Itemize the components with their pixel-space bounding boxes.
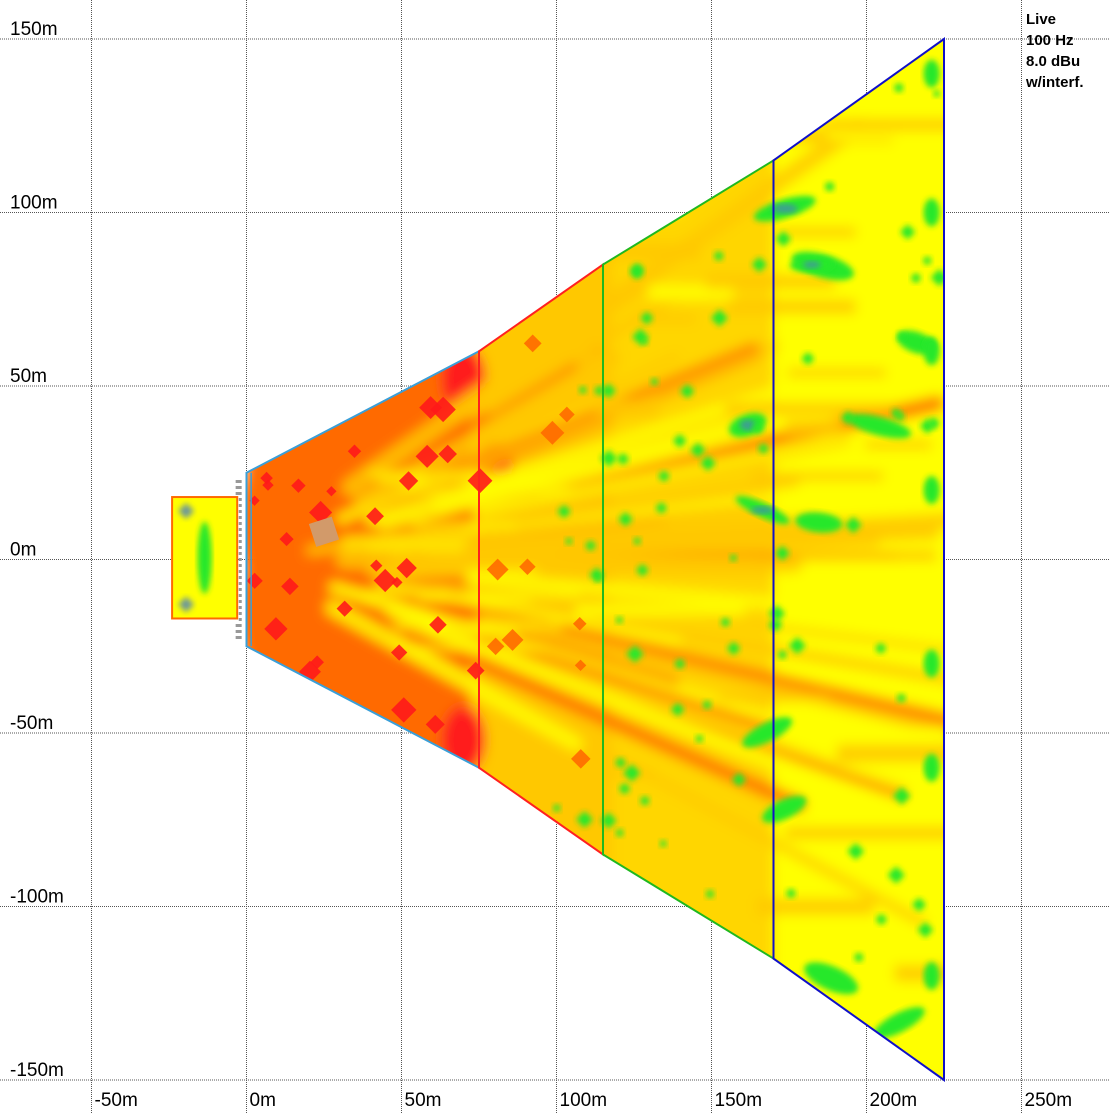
x-tick-label: 100m bbox=[560, 1090, 608, 1111]
stage-outline bbox=[171, 496, 239, 620]
y-tick-label: -50m bbox=[10, 713, 53, 734]
speaker-element bbox=[235, 624, 242, 627]
legend-line-2: 100 Hz bbox=[1026, 32, 1074, 49]
y-tick-label: 50m bbox=[10, 366, 47, 387]
measurement-point-icon bbox=[308, 516, 340, 547]
y-tick-label: 0m bbox=[10, 540, 36, 561]
speaker-element bbox=[238, 612, 242, 615]
speaker-element bbox=[238, 522, 242, 525]
legend-box: Live 100 Hz 8.0 dBu w/interf. bbox=[1025, 11, 1084, 91]
speaker-element bbox=[235, 486, 242, 489]
x-tick-label: 50m bbox=[405, 1090, 442, 1111]
speaker-element bbox=[235, 480, 242, 483]
x-tick-label: 250m bbox=[1025, 1090, 1073, 1111]
speaker-element bbox=[238, 510, 242, 513]
x-tick-label: -50m bbox=[95, 1090, 138, 1111]
x-tick-label: 150m bbox=[715, 1090, 763, 1111]
speaker-element bbox=[238, 576, 242, 579]
speaker-element bbox=[238, 588, 242, 591]
zone-4-outline bbox=[772, 37, 945, 1082]
legend-line-3: 8.0 dBu bbox=[1026, 53, 1080, 70]
zone-outlines bbox=[245, 37, 945, 1082]
speaker-element bbox=[235, 630, 242, 633]
y-tick-label: -150m bbox=[10, 1060, 64, 1081]
speaker-element bbox=[238, 606, 242, 609]
y-axis-labels: 150m 100m 50m 0m -50m -100m -150m bbox=[10, 19, 64, 1081]
legend-line-4: w/interf. bbox=[1025, 74, 1084, 91]
x-tick-label: 200m bbox=[870, 1090, 918, 1111]
speaker-element bbox=[235, 492, 242, 495]
speaker-element bbox=[238, 558, 242, 561]
speaker-element bbox=[238, 498, 242, 501]
speaker-element bbox=[238, 516, 242, 519]
x-tick-label: 0m bbox=[250, 1090, 276, 1111]
legend-line-1: Live bbox=[1026, 11, 1056, 28]
speaker-element bbox=[238, 570, 242, 573]
x-axis-labels: -50m 0m 50m 100m 150m 200m 250m bbox=[95, 1090, 1073, 1111]
speaker-element bbox=[235, 636, 242, 639]
y-tick-label: -100m bbox=[10, 887, 64, 908]
speaker-element bbox=[238, 618, 242, 621]
speaker-array bbox=[235, 472, 252, 647]
speaker-element bbox=[238, 594, 242, 597]
speaker-element bbox=[238, 540, 242, 543]
speaker-element bbox=[238, 552, 242, 555]
y-tick-label: 100m bbox=[10, 193, 58, 214]
stage-area bbox=[171, 496, 239, 620]
speaker-element bbox=[238, 528, 242, 531]
speaker-element bbox=[238, 600, 242, 603]
marker-square bbox=[308, 516, 340, 547]
speaker-element bbox=[238, 546, 242, 549]
speaker-element bbox=[238, 534, 242, 537]
y-tick-label: 150m bbox=[10, 19, 58, 40]
speaker-element bbox=[238, 582, 242, 585]
speaker-element bbox=[238, 504, 242, 507]
speaker-element bbox=[238, 564, 242, 567]
